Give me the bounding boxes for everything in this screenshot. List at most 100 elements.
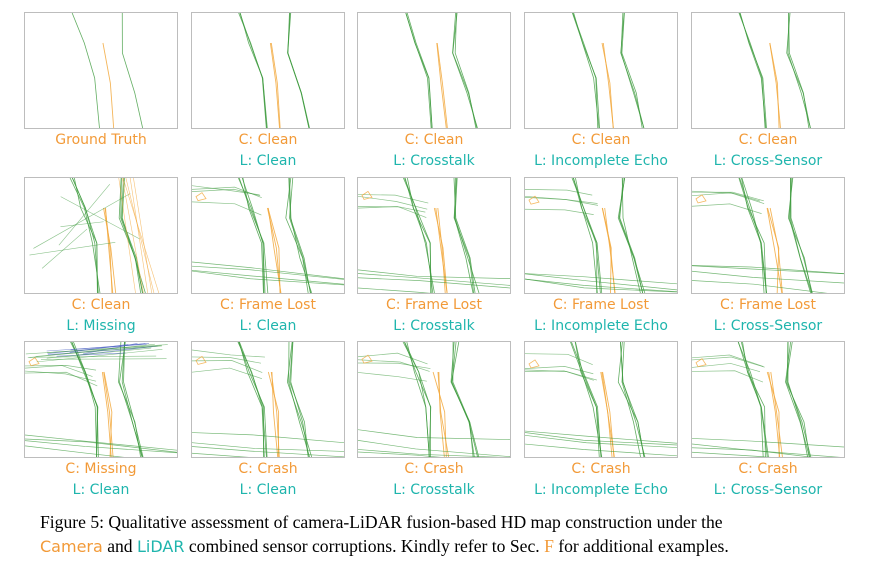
map-polyline [617, 342, 645, 457]
lidar-corruption-label: L: Cross-Sensor [713, 482, 823, 498]
map-polyline [237, 342, 267, 457]
map-polyline [358, 273, 510, 286]
lidar-corruption-label: L: Crosstalk [393, 153, 475, 169]
map-polyline [525, 430, 677, 444]
map-polyline [620, 13, 645, 128]
map-plot [692, 342, 844, 457]
map-polyline [69, 343, 129, 353]
map-polyline [192, 446, 344, 457]
map-polyline [453, 178, 475, 293]
map-polyline [432, 371, 447, 457]
map-polyline [453, 178, 476, 293]
map-polyline [358, 287, 432, 293]
map-panel [691, 177, 845, 294]
map-polyline [525, 443, 677, 457]
map-polyline [785, 342, 810, 457]
map-polyline [738, 342, 766, 457]
map-polyline [572, 13, 600, 128]
map-polyline [454, 178, 480, 293]
map-polyline [600, 371, 613, 457]
map-polyline [692, 370, 764, 383]
map-polyline [60, 221, 104, 227]
map-polyline [358, 440, 510, 457]
map-polyline [238, 342, 265, 457]
map-polyline [36, 349, 163, 363]
caption-section-ref: F [544, 536, 554, 556]
map-panel [524, 177, 678, 294]
map-plot [192, 178, 344, 293]
map-polyline [770, 371, 783, 457]
map-polyline [789, 178, 813, 293]
camera-corruption-label: C: Crash [238, 461, 298, 477]
map-polyline [574, 342, 600, 457]
map-polyline [192, 261, 344, 280]
map-polyline [358, 194, 429, 204]
map-polyline [102, 42, 115, 128]
map-panel [24, 341, 178, 458]
map-polyline [767, 207, 780, 293]
map-polyline [436, 42, 447, 128]
map-polyline [129, 178, 148, 293]
map-polyline [118, 342, 141, 457]
map-plot [572, 13, 645, 128]
lidar-corruption-label: L: Cross-Sensor [713, 153, 823, 169]
map-polyline [103, 371, 114, 457]
map-panel [524, 341, 678, 458]
camera-corruption-label: C: Frame Lost [220, 297, 316, 313]
map-polyline [404, 178, 435, 293]
map-panel [357, 177, 511, 294]
map-polyline [60, 196, 140, 240]
map-polyline [525, 278, 677, 293]
map-polyline [269, 42, 280, 128]
map-polyline [361, 190, 373, 200]
map-polyline [742, 342, 769, 457]
map-polyline [267, 207, 281, 293]
map-polyline [620, 13, 645, 128]
caption-and: and [102, 536, 137, 556]
map-polyline [358, 269, 510, 279]
camera-corruption-label: C: Missing [65, 461, 137, 477]
map-polyline [601, 207, 616, 293]
map-polyline [739, 13, 767, 128]
figure-caption: Figure 5: Qualitative assessment of came… [40, 510, 860, 559]
map-polyline [25, 371, 98, 387]
map-polyline [192, 432, 344, 444]
map-polyline [692, 354, 764, 367]
map-polyline [73, 178, 98, 293]
map-polyline [454, 178, 474, 293]
map-polyline [692, 451, 771, 457]
map-polyline [121, 178, 144, 293]
map-polyline [404, 178, 432, 293]
camera-corruption-label: C: Frame Lost [720, 297, 816, 313]
camera-corruption-label: Ground Truth [55, 132, 147, 148]
map-polyline [25, 445, 125, 457]
map-panel [524, 12, 678, 129]
map-polyline [525, 278, 677, 293]
map-polyline [692, 203, 762, 214]
map-panel [691, 341, 845, 458]
map-polyline [192, 356, 262, 364]
map-polyline [270, 371, 280, 457]
map-polyline [571, 178, 603, 293]
map-polyline [404, 342, 432, 457]
map-polyline [573, 178, 598, 293]
map-polyline [358, 206, 427, 218]
map-polyline [740, 342, 764, 457]
map-polyline [692, 191, 764, 202]
map-polyline [437, 207, 446, 293]
map-polyline [450, 342, 480, 457]
map-polyline [572, 178, 601, 293]
camera-corruption-label: C: Clean [404, 132, 464, 148]
map-polyline [618, 178, 646, 293]
map-polyline [617, 178, 644, 293]
map-polyline [692, 356, 765, 368]
map-polyline [739, 13, 767, 128]
map-polyline [192, 442, 344, 452]
map-polyline [786, 13, 811, 128]
map-polyline [46, 347, 152, 359]
camera-corruption-label: C: Clean [71, 297, 131, 313]
map-polyline [239, 13, 268, 128]
lidar-corruption-label: L: Clean [239, 153, 297, 169]
map-polyline [525, 432, 677, 446]
map-polyline [766, 207, 783, 293]
